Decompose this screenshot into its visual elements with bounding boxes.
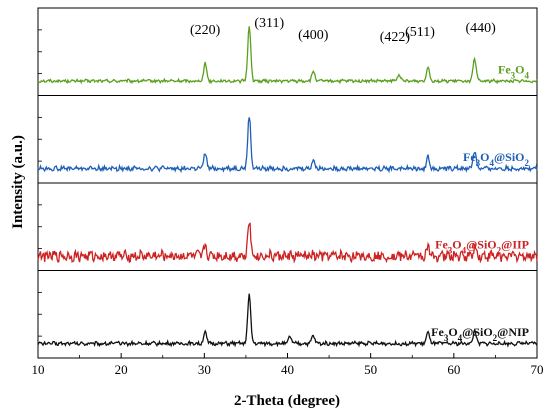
x-tick-label: 70: [531, 362, 544, 377]
x-axis-ticks: 10 20 30 40 50 60 70: [32, 353, 544, 377]
series-line-3: [37, 293, 538, 348]
panel-frame: [37, 7, 538, 96]
series-label-0: Fe3O4: [498, 63, 530, 81]
series-line-1: [37, 117, 538, 174]
peak-label: (400): [298, 28, 329, 43]
peak-label: (422): [380, 30, 411, 45]
series-label-2: Fe3O4@SiO2@IIP: [435, 238, 529, 256]
x-tick-label: 60: [447, 362, 460, 377]
panel-3: Fe3O4@SiO2@NIP: [37, 270, 538, 359]
peak-label: (440): [465, 21, 496, 36]
x-tick-label: 40: [281, 362, 294, 377]
peak-label: (511): [405, 25, 435, 40]
peak-labels: (220) (311) (400) (422)(511) (440): [190, 16, 496, 45]
series-line-2: [37, 222, 538, 264]
x-tick-label: 30: [198, 362, 211, 377]
series-label-3: Fe3O4@SiO2@NIP: [431, 325, 529, 343]
panel-2: Fe3O4@SiO2@IIP: [37, 182, 538, 271]
peak-label: (220): [190, 23, 221, 38]
series-label-1: Fe3O4@SiO2: [463, 150, 530, 168]
x-tick-label: 20: [115, 362, 128, 377]
panel-0: Fe3O4: [37, 7, 538, 96]
x-axis-label: 2-Theta (degree): [234, 393, 340, 409]
series-line-0: [37, 26, 538, 85]
panel-frame: [37, 270, 538, 359]
panels: Fe3O4 Fe3O4@SiO2 Fe3O4@SiO2@IIP Fe3O4@SiO2@…: [37, 7, 538, 359]
x-tick-label: 50: [364, 362, 377, 377]
x-tick-label: 10: [32, 362, 45, 377]
panel-1: Fe3O4@SiO2: [37, 95, 538, 184]
peak-label: (311): [254, 16, 284, 31]
y-axis-label: Intensity (a.u.): [10, 135, 26, 229]
